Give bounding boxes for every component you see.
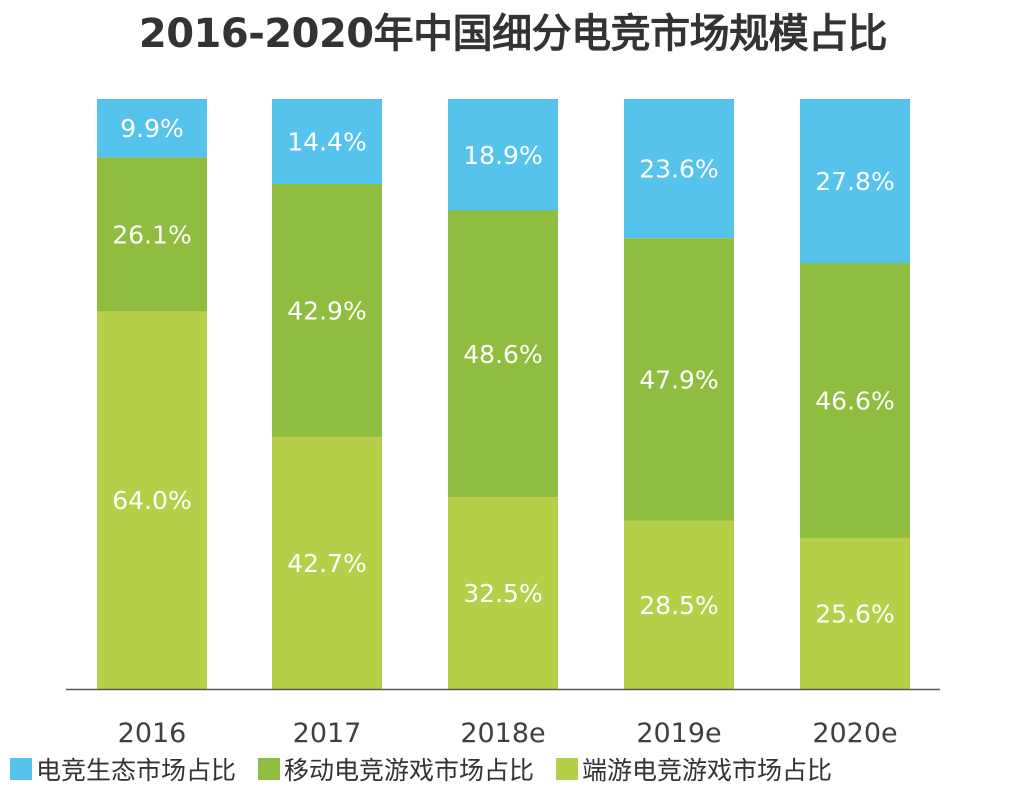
data-label-2020e-1: 25.6% xyxy=(815,599,894,628)
data-label-2016-1: 64.0% xyxy=(112,486,191,515)
data-label-2019e-2: 47.9% xyxy=(639,366,718,395)
chart-title: 2016-2020年中国细分电竞市场规模占比 xyxy=(138,11,888,57)
bar-segment-2017-1 xyxy=(272,437,382,689)
chart-legend: 电竞生态市场占比 移动电竞游戏市场占比 端游电竞游戏市场占比 xyxy=(10,752,854,786)
bar-segment-2018e-3 xyxy=(448,99,558,211)
legend-item: 端游电竞游戏市场占比 xyxy=(556,751,832,787)
x-tick-label: 2018e xyxy=(460,718,545,749)
data-label-2017-2: 42.9% xyxy=(287,297,366,326)
data-label-2018e-1: 32.5% xyxy=(463,579,542,608)
data-label-2018e-2: 48.6% xyxy=(463,340,542,369)
bar-segment-2020e-3 xyxy=(800,99,910,264)
x-tick-label: 2016 xyxy=(118,718,187,749)
legend-label: 移动电竞游戏市场占比 xyxy=(284,756,535,785)
legend-swatch xyxy=(258,758,281,780)
bar-segment-2016-3 xyxy=(97,99,207,158)
bar-segment-2020e-1 xyxy=(800,537,910,689)
bar-segment-2016-1 xyxy=(97,311,207,689)
bar-segment-2018e-2 xyxy=(448,210,558,498)
bar-segment-2016-2 xyxy=(97,157,207,312)
data-label-2016-2: 26.1% xyxy=(112,220,191,249)
bar-segment-2017-3 xyxy=(272,99,382,184)
data-label-2020e-2: 46.6% xyxy=(815,386,894,415)
legend-label: 端游电竞游戏市场占比 xyxy=(582,756,833,785)
data-label-2017-3: 14.4% xyxy=(287,127,366,156)
legend-swatch xyxy=(556,758,579,780)
bar-segment-2020e-2 xyxy=(800,263,910,538)
bar-segment-2018e-1 xyxy=(448,497,558,689)
x-tick-label: 2020e xyxy=(812,718,897,749)
x-tick-label: 2017 xyxy=(293,718,362,749)
data-label-2020e-3: 27.8% xyxy=(815,167,894,196)
data-label-2019e-1: 28.5% xyxy=(639,591,718,620)
bar-segment-2019e-1 xyxy=(624,520,734,689)
bar-segment-2017-2 xyxy=(272,183,382,438)
legend-item: 移动电竞游戏市场占比 xyxy=(258,751,534,787)
legend-item: 电竞生态市场占比 xyxy=(10,751,236,787)
legend-swatch xyxy=(10,758,32,780)
x-tick-label: 2019e xyxy=(636,718,721,749)
bar-segment-2019e-3 xyxy=(624,99,734,239)
data-label-2016-3: 9.9% xyxy=(120,114,184,143)
legend-label: 电竞生态市场占比 xyxy=(36,756,237,785)
data-label-2018e-3: 18.9% xyxy=(463,141,542,170)
data-label-2017-1: 42.7% xyxy=(287,549,366,578)
data-label-2019e-3: 23.6% xyxy=(639,155,718,184)
bar-segment-2019e-2 xyxy=(624,238,734,521)
